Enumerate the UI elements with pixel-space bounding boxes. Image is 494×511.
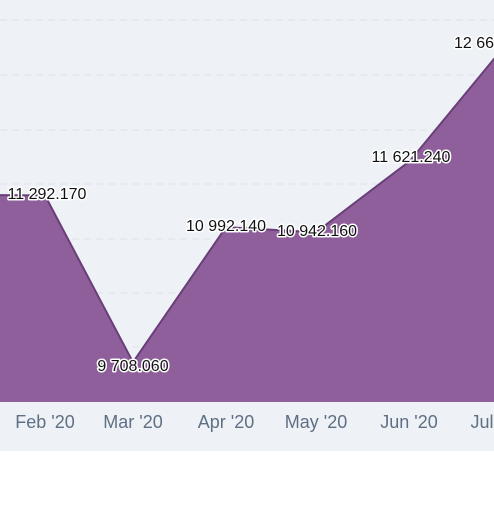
area-chart: 11 292.170 9 708.060 10 992.140 10 942.160 1… [0,19,494,432]
x-tick-label: May '20 [285,412,347,432]
data-label: 11 621.240 [372,149,451,166]
area-series-fill [0,58,494,402]
area-series-line [0,57,494,364]
x-tick-label: Apr '20 [198,412,254,432]
data-labels: 11 292.170 9 708.060 10 992.140 10 942.160 1… [6,34,494,377]
data-label: 9 708.060 [97,358,168,375]
x-tick-label: Jun '20 [380,412,437,432]
x-tick-label: Jul [470,412,493,432]
x-axis-tick-labels: Feb '20 Mar '20 Apr '20 May '20 Jun '20 Jul [15,412,493,432]
data-label: 11 292.170 [8,186,87,203]
data-label: 10 942.160 [277,223,357,240]
x-tick-label: Mar '20 [103,412,162,432]
chart-area: 11 292.170 9 708.060 10 992.140 10 942.160 1… [0,0,494,451]
data-label: 12 66 [454,35,494,52]
x-tick-label: Feb '20 [15,412,74,432]
data-label: 10 992.140 [186,218,266,235]
